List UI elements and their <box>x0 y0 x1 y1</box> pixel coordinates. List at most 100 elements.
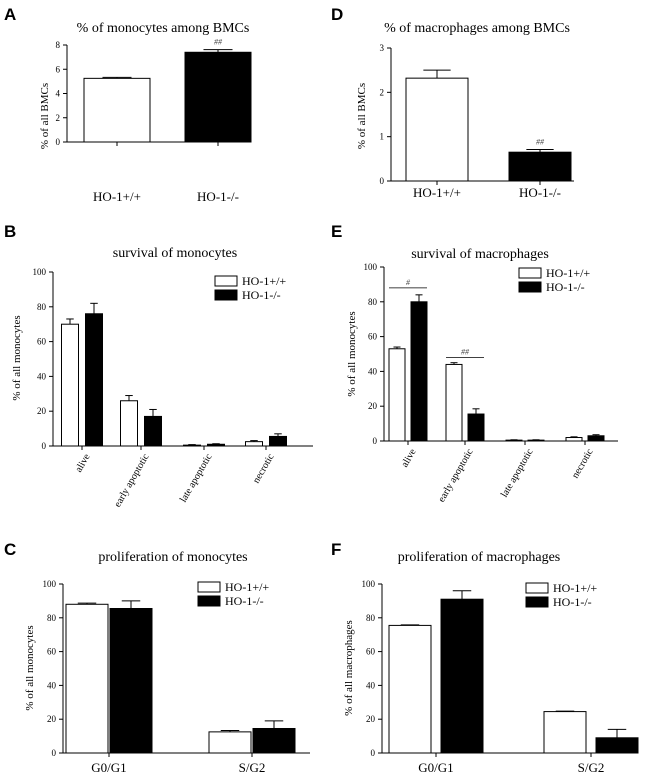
bar <box>61 323 79 447</box>
y-tick-label: 40 <box>37 371 47 381</box>
bar <box>388 348 406 442</box>
y-tick-label: 80 <box>366 613 376 623</box>
y-tick-label: 80 <box>37 302 47 312</box>
x-tick-label: HO-1-/- <box>197 189 239 204</box>
legend: HO-1+/+HO-1-/- <box>518 266 590 294</box>
y-tick-label: 40 <box>366 680 376 690</box>
legend-label: HO-1+/+ <box>553 581 597 595</box>
chart-title: proliferation of macrophages <box>398 550 561 565</box>
bar <box>410 301 428 442</box>
legend-swatch <box>214 275 238 287</box>
legend-swatch <box>518 281 542 293</box>
chart-title: % of monocytes among BMCs <box>77 21 250 36</box>
y-tick-label: 6 <box>56 64 61 74</box>
significance-label: ## <box>461 347 470 356</box>
y-tick-label: 80 <box>368 297 378 307</box>
x-tick-label: early apoptotic <box>112 452 152 510</box>
y-tick-label: 2 <box>56 113 61 123</box>
y-tick-label: 3 <box>380 43 385 53</box>
y-tick-label: 2 <box>380 87 385 97</box>
y-tick-label: 0 <box>42 441 47 451</box>
panel-a: A % of monocytes among BMCs % of all BMCs 0… <box>4 5 252 204</box>
x-tick-label: G0/G1 <box>418 760 453 775</box>
y-tick-label: 60 <box>47 647 57 657</box>
legend: HO-1+/+HO-1-/- <box>214 274 286 302</box>
legend: HO-1+/+HO-1-/- <box>525 581 597 609</box>
significance-label: ## <box>214 38 223 47</box>
x-tick-label: HO-1+/+ <box>413 185 461 200</box>
legend-swatch <box>525 582 549 594</box>
legend-label: HO-1-/- <box>546 280 585 294</box>
bar <box>405 77 469 182</box>
panel-letter: F <box>331 540 341 559</box>
x-tick-label: late apoptotic <box>499 447 536 500</box>
y-axis-label: % of all monocytes <box>24 625 36 710</box>
panel-letter: B <box>4 222 16 241</box>
bar <box>144 415 162 447</box>
bar <box>445 363 463 442</box>
bar <box>269 435 287 447</box>
x-tick-label: necrotic <box>570 447 596 481</box>
bar <box>245 441 263 447</box>
x-tick-label: alive <box>399 447 419 470</box>
x-tick-label: G0/G1 <box>91 760 126 775</box>
y-axis-label: % of all monocytes <box>346 311 358 396</box>
legend-label: HO-1-/- <box>225 594 264 608</box>
x-tick-label: HO-1-/- <box>519 185 561 200</box>
legend-swatch <box>518 267 542 279</box>
y-tick-label: 0 <box>56 137 61 147</box>
y-tick-label: 20 <box>37 406 47 416</box>
bar <box>388 624 432 754</box>
y-tick-label: 60 <box>37 337 47 347</box>
bar <box>120 400 138 447</box>
bar <box>184 51 252 143</box>
chart-title: proliferation of monocytes <box>98 550 247 565</box>
chart-title: survival of monocytes <box>113 246 237 261</box>
y-tick-label: 20 <box>47 714 57 724</box>
panel-letter: A <box>4 5 16 24</box>
bar <box>207 443 225 447</box>
y-tick-label: 100 <box>364 262 378 272</box>
bar <box>440 598 484 754</box>
x-tick-label: S/G2 <box>239 760 266 775</box>
legend-swatch <box>197 595 221 607</box>
y-axis-label: % of all BMCs <box>356 83 368 149</box>
legend: HO-1+/+HO-1-/- <box>197 580 269 608</box>
chart-title: % of macrophages among BMCs <box>384 21 570 36</box>
y-tick-label: 40 <box>47 680 57 690</box>
y-tick-label: 60 <box>366 647 376 657</box>
bar <box>65 603 109 754</box>
y-tick-label: 40 <box>368 366 378 376</box>
panel-letter: E <box>331 222 342 241</box>
y-tick-label: 100 <box>43 579 57 589</box>
y-axis-label: % of all monocytes <box>11 315 23 400</box>
bar <box>83 77 151 143</box>
x-tick-label: HO-1+/+ <box>93 189 141 204</box>
x-tick-label: late apoptotic <box>178 452 215 505</box>
y-tick-label: 100 <box>362 579 376 589</box>
y-tick-label: 20 <box>368 401 378 411</box>
y-tick-label: 0 <box>371 748 376 758</box>
bar <box>467 413 485 442</box>
legend-label: HO-1-/- <box>242 288 281 302</box>
bar <box>183 444 201 447</box>
y-tick-label: 0 <box>52 748 57 758</box>
y-tick-label: 60 <box>368 332 378 342</box>
y-tick-label: 0 <box>373 436 378 446</box>
bar <box>565 437 583 442</box>
bar <box>252 727 296 754</box>
x-tick-label: early apoptotic <box>436 447 476 505</box>
bar <box>595 737 639 754</box>
legend-swatch <box>214 289 238 301</box>
significance-label: # <box>406 278 411 287</box>
legend-swatch <box>197 581 221 593</box>
bar <box>543 711 587 754</box>
legend-label: HO-1+/+ <box>225 580 269 594</box>
y-tick-label: 20 <box>366 714 376 724</box>
y-axis-label: % of all macrophages <box>343 620 355 716</box>
y-tick-label: 8 <box>56 40 61 50</box>
